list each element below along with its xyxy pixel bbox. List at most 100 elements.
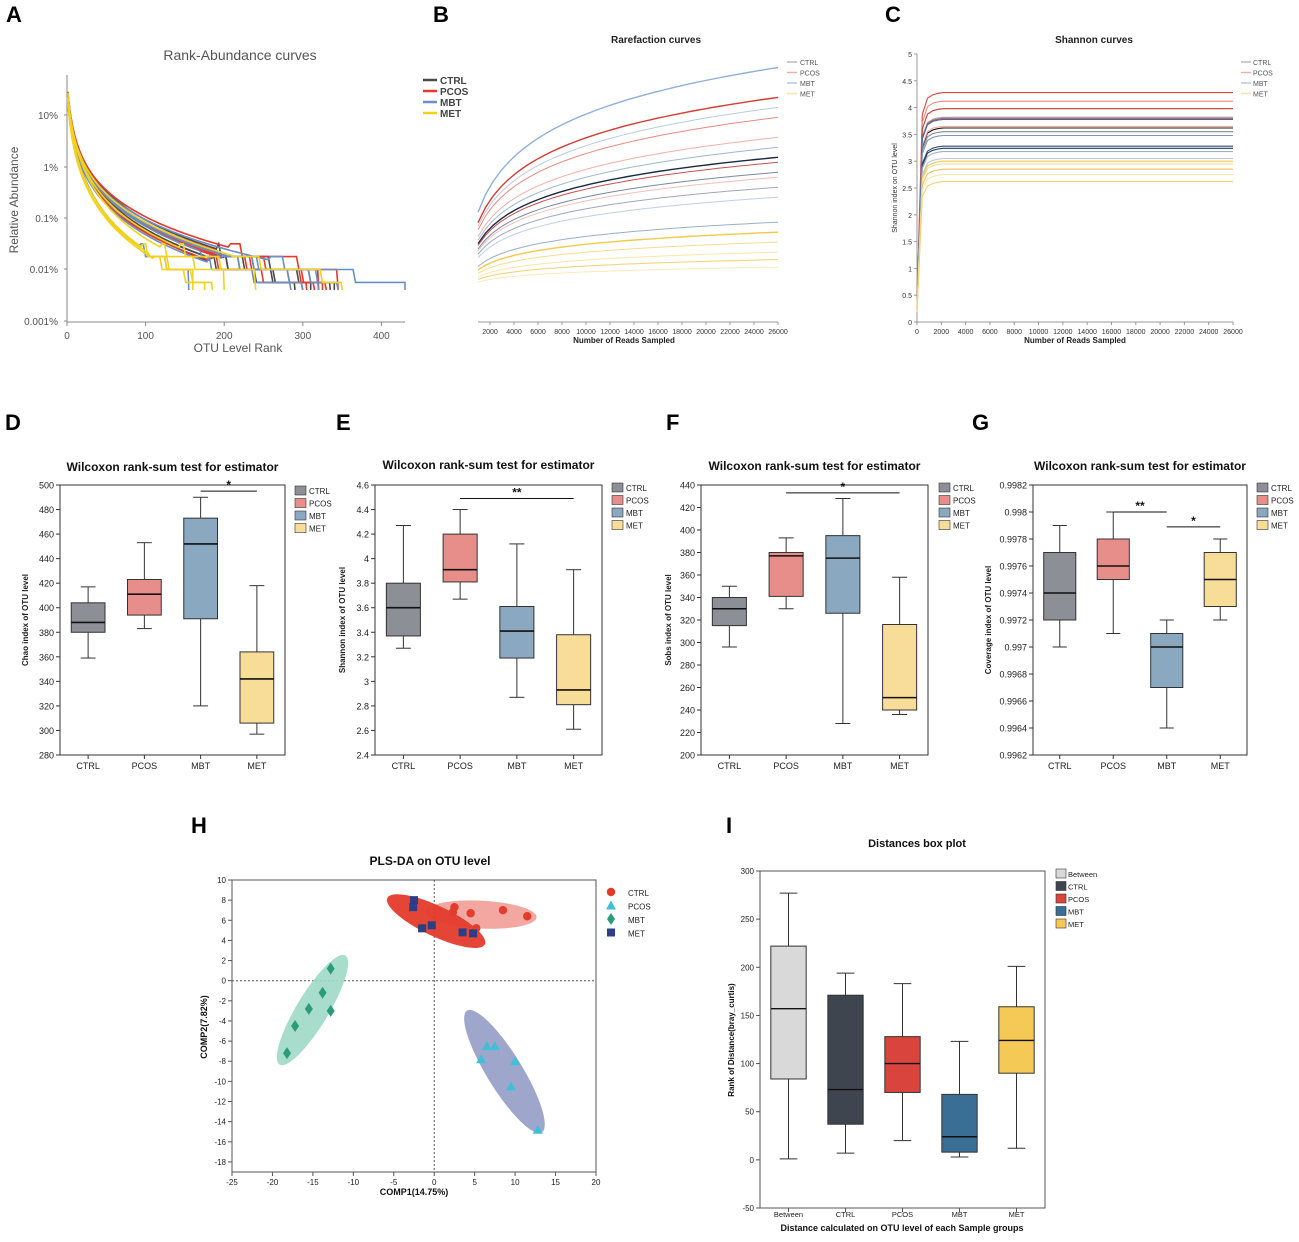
y-tick-label: 100 xyxy=(741,1060,755,1069)
legend-label: Between xyxy=(1068,870,1097,879)
x-tick-label: PCOS xyxy=(773,761,799,771)
y-tick-label: 200 xyxy=(680,751,695,761)
legend-label: CTRL xyxy=(1271,484,1292,493)
legend-label: CTRL xyxy=(628,889,649,898)
point-mbt xyxy=(283,1047,292,1060)
box-ctrl xyxy=(385,582,421,637)
legend-swatch-met xyxy=(938,520,951,530)
curve-pcos xyxy=(477,161,779,246)
curve-mbt xyxy=(916,134,1233,308)
legend-swatch-mbt xyxy=(1055,906,1067,916)
x-tick-label: MBT xyxy=(507,761,527,771)
box-met xyxy=(556,634,592,706)
x-tick-label: 6000 xyxy=(530,329,546,336)
x-tick-label: 8000 xyxy=(554,329,570,336)
x-tick-label: 26000 xyxy=(1223,329,1243,336)
curve-met xyxy=(477,259,779,280)
plot-frame xyxy=(374,484,603,756)
box-pcos xyxy=(884,1036,921,1093)
y-tick-label: 0.9978 xyxy=(999,535,1027,545)
y-tick-label: 3.2 xyxy=(356,652,369,662)
y-tick-label: 0.9972 xyxy=(999,616,1027,626)
point-pcos xyxy=(481,1041,492,1051)
y-tick-label: 0.9968 xyxy=(999,670,1027,680)
box-met xyxy=(239,651,275,724)
y-tick-label: 400 xyxy=(39,603,54,613)
y-tick-label: 300 xyxy=(680,638,695,648)
legend-label: MET xyxy=(628,930,645,939)
legend-swatch-pcos xyxy=(938,495,951,505)
x-tick-label: MBT xyxy=(191,761,211,771)
curve-met xyxy=(67,92,225,291)
curve-pcos xyxy=(916,92,1233,304)
x-tick-label: MET xyxy=(890,761,910,771)
x-tick-label: PCOS xyxy=(1100,761,1126,771)
y-axis-label: COMP2(7.82%) xyxy=(199,995,209,1059)
legend-label: MET xyxy=(440,109,461,120)
x-tick-label: 200 xyxy=(216,331,233,342)
point-met xyxy=(410,896,418,905)
y-tick-label: 420 xyxy=(39,579,54,589)
chart-title: Wilcoxon rank-sum test for estimator xyxy=(709,459,921,473)
y-tick-label: 220 xyxy=(680,728,695,738)
curve-met xyxy=(477,266,779,283)
y-tick-label: 440 xyxy=(39,554,54,564)
x-tick-label: 22000 xyxy=(1175,329,1195,336)
legend-label: CTRL xyxy=(800,60,818,67)
confidence-ellipse-mbt xyxy=(276,954,349,1066)
curve-met xyxy=(916,181,1233,313)
curve-ctrl xyxy=(477,156,779,245)
y-tick-label: 3.6 xyxy=(356,603,369,613)
y-tick-label: 2 xyxy=(908,213,912,220)
curve-ctrl xyxy=(477,186,779,255)
point-met xyxy=(427,921,436,930)
box-pcos xyxy=(442,533,478,583)
box-mbt xyxy=(183,517,218,620)
y-tick-label: 360 xyxy=(39,652,54,662)
panel-letter-A: A xyxy=(6,2,22,27)
point-mbt xyxy=(326,1004,335,1017)
legend-label: CTRL xyxy=(626,484,647,493)
legend-label: MET xyxy=(1271,522,1288,531)
y-tick-label: 2.4 xyxy=(356,751,369,761)
y-tick-label: 0.9966 xyxy=(999,697,1027,707)
significance-label: * xyxy=(1191,514,1196,528)
legend-marker-mbt xyxy=(607,913,615,925)
legend-swatch-ctrl xyxy=(1256,482,1269,493)
legend-swatch-met xyxy=(294,523,307,533)
curve-met xyxy=(67,97,257,291)
x-tick-label: 14000 xyxy=(624,329,644,336)
y-tick-label: 0 xyxy=(222,977,227,986)
panel-c: Shannon curves 0 0.5 1 1.5 2 2.5 3 3.5 4 4.5 5 0 2000… xyxy=(892,35,1273,345)
y-axis-label: Sobs index of OTU level xyxy=(664,574,673,666)
box-ctrl xyxy=(711,597,747,627)
legend-label: MET xyxy=(1253,92,1269,99)
legend-swatch-met xyxy=(1055,918,1067,929)
panel-letter-E: E xyxy=(336,410,351,435)
point-pcos xyxy=(532,1124,543,1134)
plot-frame xyxy=(59,484,286,756)
point-pcos xyxy=(489,1041,500,1051)
curve-mbt xyxy=(477,106,779,227)
y-tick-label: 4.2 xyxy=(356,530,369,540)
y-tick-label: 500 xyxy=(39,481,54,491)
y-tick-label: 320 xyxy=(39,701,54,711)
x-tick-label: 0 xyxy=(432,1178,437,1187)
panel-d: Wilcoxon rank-sum test for estimator 280 3… xyxy=(21,460,332,771)
x-tick-label: PCOS xyxy=(132,761,158,771)
y-tick-label: 4 xyxy=(908,106,912,113)
y-tick-label: 340 xyxy=(39,677,54,687)
significance-label: ** xyxy=(1135,499,1145,513)
x-tick-label: 12000 xyxy=(1053,329,1073,336)
y-tick-label: 50 xyxy=(745,1108,754,1117)
legend-swatch-between xyxy=(1055,868,1067,879)
legend-swatch-ctrl xyxy=(1055,881,1067,891)
x-tick-label: 24000 xyxy=(744,329,764,336)
point-pcos xyxy=(506,1081,517,1091)
x-tick-label: 4000 xyxy=(958,329,974,336)
significance-label: ** xyxy=(512,486,522,500)
y-tick-label: 1.5 xyxy=(902,240,912,247)
confidence-ellipse-pcos xyxy=(464,1009,545,1134)
x-tick-label: -25 xyxy=(226,1178,238,1187)
curve-pcos xyxy=(477,116,779,230)
